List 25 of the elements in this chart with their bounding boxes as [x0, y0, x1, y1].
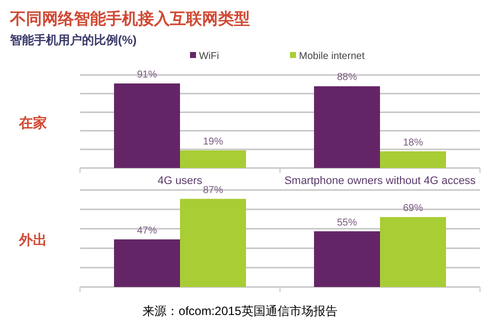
bar: [314, 231, 380, 287]
chart-title: 不同网络智能手机接入互联网类型: [9, 10, 250, 28]
bar: [180, 198, 246, 287]
data-label: 55%: [336, 217, 358, 228]
data-label: 69%: [402, 203, 424, 214]
bar: [180, 150, 246, 168]
bar: [114, 239, 180, 287]
y-axis-title: 在家: [18, 114, 47, 130]
bar: [114, 83, 180, 168]
y-axis-title: 外出: [18, 232, 47, 248]
bar: [380, 151, 446, 168]
data-label: 47%: [136, 225, 158, 236]
legend-label: Mobile internet: [299, 51, 365, 62]
x-tick-label: Smartphone owners without 4G access: [284, 175, 476, 187]
bar: [314, 86, 380, 168]
x-tick-label: 4G users: [158, 175, 203, 187]
data-label: 88%: [336, 72, 358, 84]
legend-label: WiFi: [199, 51, 219, 62]
bar: [380, 217, 446, 287]
data-label: 19%: [202, 136, 224, 148]
chart-subtitle: 智能手机用户的比例(%): [9, 33, 137, 47]
data-label: 18%: [402, 137, 424, 148]
data-label: 91%: [136, 69, 158, 80]
data-label: 87%: [202, 184, 224, 196]
source-note: 来源：ofcom:2015英国通信市场报告: [142, 304, 338, 318]
